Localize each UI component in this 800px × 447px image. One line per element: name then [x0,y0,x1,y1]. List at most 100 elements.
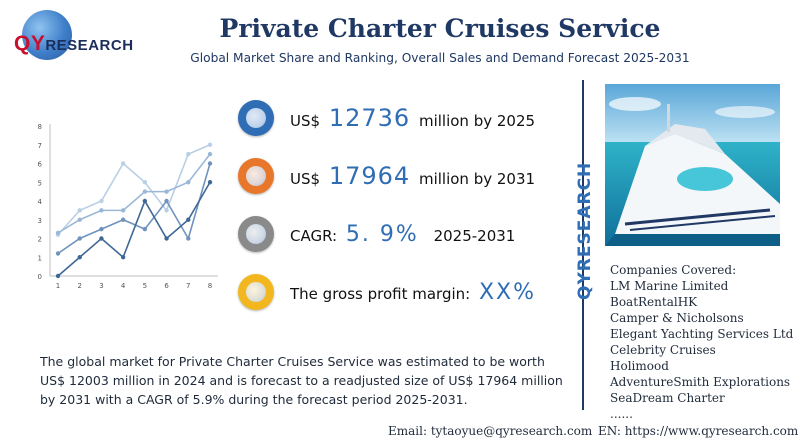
series-2-point [142,189,148,194]
series-4-point [164,236,169,241]
stat-prefix: US$ [290,170,321,188]
stat-value: 17964 [328,162,411,190]
logo-wordmark: QYRESEARCH [14,32,134,56]
company-item: Holimood [610,359,669,373]
series-3-point [120,217,126,222]
series-2-point [77,217,82,222]
stat-market-2025: US$ 12736 million by 2025 [238,100,535,136]
series-2-point [207,151,213,157]
page-title: Private Charter Cruises Service [219,14,661,43]
series-1-point [77,208,82,213]
yacht-photo [605,84,780,246]
series-3-point [164,198,169,204]
series-1-point [164,208,169,213]
footer-email[interactable]: Email: tytaoyue@qyresearch.com [388,424,593,438]
y-tick-label: 8 [38,123,42,131]
stat-suffix: million by 2025 [418,112,536,130]
series-line-2 [57,153,211,234]
vertical-brand-text: QYRESEARCH [575,161,595,300]
market-description: The global market for Private Charter Cr… [40,354,563,407]
globe-badge-gray-icon [238,216,274,252]
y-tick-label: 7 [38,142,42,150]
x-tick-label: 8 [208,282,212,290]
globe-badge-orange-icon [238,158,274,194]
globe-badge-yellow-icon [238,274,274,310]
series-line-4 [57,181,211,277]
series-3-point [55,251,61,256]
company-item: ...... [610,407,633,421]
stat-text: US$ 12736 million by 2025 [290,104,535,132]
stat-suffix: 2025-2031 [433,226,516,245]
x-tick-label: 6 [164,282,169,290]
series-3-point [207,161,213,166]
series-3-point [77,236,82,241]
y-tick-label: 0 [38,273,42,281]
qyresearch-logo: QYRESEARCH [14,10,149,68]
stat-market-2031: US$ 17964 million by 2031 [238,158,535,194]
stat-text: The gross profit margin: XX% [290,280,546,305]
line-chart: 0 1 2 3 4 5 6 7 8 1 2 3 4 5 6 7 8 [38,123,218,290]
company-item: SeaDream Charter [610,391,725,405]
y-tick-label: 6 [38,161,43,169]
company-item: Camper & Nicholsons [610,311,744,325]
logo-text-research: RESEARCH [45,37,134,54]
footer-website[interactable]: EN: https://www.qyresearch.com [598,424,799,438]
series-4-point [77,255,82,260]
stat-value: 5. 9% [345,221,419,247]
company-item: BoatRentalHK [610,295,698,309]
x-tick-label: 2 [77,282,81,290]
y-tick-label: 2 [38,236,42,244]
x-tick-label: 7 [186,282,190,290]
series-1-point [142,180,148,185]
logo-text-qy: QY [14,32,46,55]
x-tick-label: 5 [143,282,147,290]
series-1-point [186,151,191,157]
globe-badge-blue-icon [238,100,274,136]
page-subtitle: Global Market Share and Ranking, Overall… [190,51,690,65]
company-item: Elegant Yachting Services Ltd [610,327,794,341]
y-tick-label: 1 [38,254,42,262]
series-3-point [99,226,104,232]
series-1-point [207,142,213,147]
globe-icon [22,10,72,60]
stat-value: XX% [478,279,537,305]
series-4-point [142,198,148,204]
series-4-point [99,236,104,241]
series-line-3 [57,163,211,255]
stat-text: CAGR: 5. 9% 2025-2031 [290,222,515,247]
stat-prefix: CAGR: [290,226,338,245]
series-3-point [186,236,191,241]
series-2-point [120,208,126,213]
series-4-point [55,273,61,279]
series-4-point [186,217,191,222]
series-4-point [120,255,126,260]
series-2-point [55,230,61,236]
stat-gross-margin: The gross profit margin: XX% [238,274,546,310]
yacht-illustration [605,84,780,246]
series-line-1 [57,144,211,236]
company-item: AdventureSmith Explorations [610,375,791,389]
y-tick-label: 3 [38,217,42,225]
stat-prefix: The gross profit margin: [290,284,471,303]
vertical-divider [582,80,584,410]
stat-text: US$ 17964 million by 2031 [290,162,535,190]
x-tick-label: 4 [121,282,126,290]
stat-value: 12736 [328,104,411,132]
series-1-point [120,161,126,166]
x-tick-label: 3 [99,282,103,290]
company-item: LM Marine Limited [610,279,729,293]
series-1-point [99,198,104,204]
y-tick-label: 5 [38,179,42,187]
company-item: Celebrity Cruises [610,343,716,357]
series-2-point [186,180,191,185]
x-tick-label: 1 [56,282,60,290]
stat-suffix: million by 2031 [418,170,536,188]
series-3-point [142,226,148,232]
series-4-point [207,180,213,185]
companies-heading: Companies Covered: [610,263,737,277]
stat-prefix: US$ [290,112,321,130]
y-tick-label: 4 [38,198,43,206]
series-2-point [99,208,104,213]
companies-covered: Companies Covered: LM Marine Limited Boa… [610,262,800,422]
stat-cagr: CAGR: 5. 9% 2025-2031 [238,216,515,252]
